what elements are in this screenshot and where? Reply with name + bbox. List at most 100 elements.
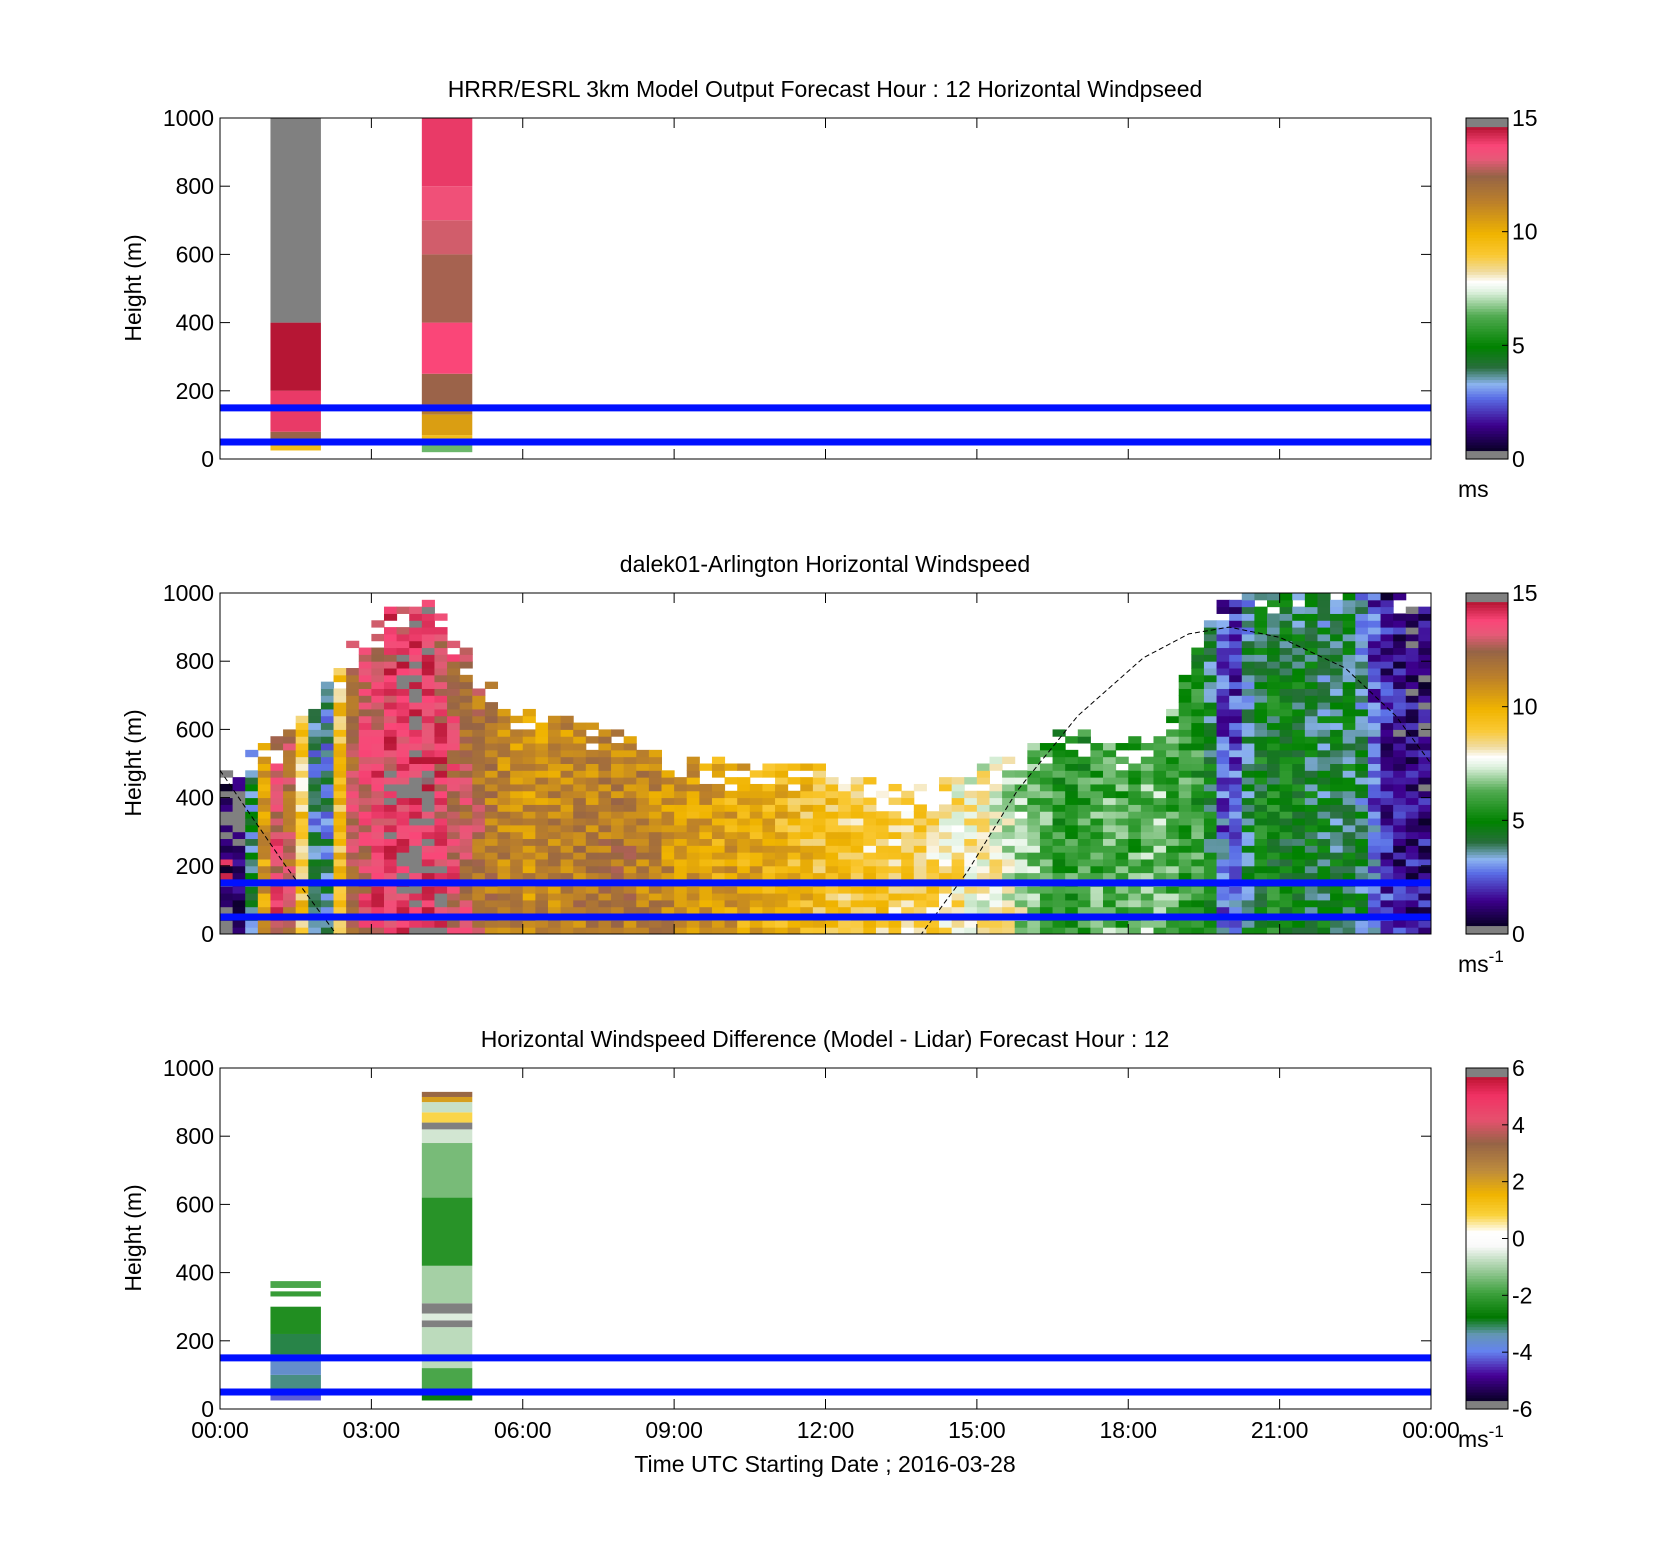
heatmap-cell xyxy=(749,770,763,778)
heatmap-cell xyxy=(1191,920,1205,928)
heatmap-cell xyxy=(737,797,751,805)
heatmap-cell xyxy=(1355,647,1369,655)
heatmap-cell xyxy=(1216,620,1230,628)
heatmap-cell xyxy=(1304,647,1318,655)
heatmap-cell xyxy=(964,845,978,853)
heatmap-cell xyxy=(875,831,890,840)
heatmap-cell xyxy=(1203,654,1218,662)
heatmap-cell xyxy=(1077,729,1091,737)
heatmap-cell xyxy=(1241,797,1255,805)
heatmap-cell xyxy=(371,695,385,703)
heatmap-cell xyxy=(396,688,410,696)
heatmap-cell xyxy=(648,811,663,819)
heatmap-cell xyxy=(1178,845,1192,853)
heatmap-cell xyxy=(421,640,435,649)
heatmap-cell xyxy=(434,743,448,751)
heatmap-cell xyxy=(346,695,360,703)
heatmap-cell xyxy=(1304,627,1318,635)
heatmap-cell xyxy=(510,756,524,764)
heatmap-cell xyxy=(421,1096,473,1103)
heatmap-cell xyxy=(1279,702,1293,710)
heatmap-cell xyxy=(522,858,536,867)
heatmap-cell xyxy=(787,824,801,833)
colorbar-swatch xyxy=(1466,1346,1508,1350)
heatmap-cell xyxy=(358,783,372,792)
heatmap-cell xyxy=(711,920,726,928)
heatmap-cell xyxy=(484,722,499,730)
heatmap-cell xyxy=(800,920,814,928)
heatmap-cell xyxy=(787,865,801,874)
heatmap-cell xyxy=(295,729,309,737)
heatmap-cell xyxy=(1267,756,1281,764)
heatmap-cell xyxy=(371,818,385,826)
heatmap-cell xyxy=(1405,804,1419,812)
heatmap-cell xyxy=(1241,749,1255,758)
heatmap-cell xyxy=(1229,818,1243,826)
heatmap-cell xyxy=(926,906,940,915)
heatmap-cell xyxy=(724,858,738,867)
heatmap-cell xyxy=(1153,790,1167,799)
heatmap-cell xyxy=(510,838,524,846)
heatmap-cell xyxy=(472,886,486,894)
colorbar-swatch xyxy=(1466,1295,1508,1299)
heatmap-cell xyxy=(623,858,637,867)
heatmap-cell xyxy=(1279,613,1293,621)
heatmap-cell xyxy=(636,749,650,758)
heatmap-cell xyxy=(1418,647,1431,655)
heatmap-cell xyxy=(598,872,612,880)
heatmap-cell xyxy=(522,770,536,778)
heatmap-cell xyxy=(1292,668,1306,676)
heatmap-cell xyxy=(308,818,322,826)
heatmap-cell xyxy=(598,858,612,867)
heatmap-cell xyxy=(371,906,385,915)
heatmap-cell xyxy=(1405,927,1419,934)
heatmap-cell xyxy=(535,831,549,840)
heatmap-cell xyxy=(510,831,524,840)
heatmap-cell xyxy=(1153,886,1167,894)
heatmap-cell xyxy=(1052,729,1066,737)
heatmap-cell xyxy=(510,736,524,744)
heatmap-cell xyxy=(459,804,473,812)
heatmap-cell xyxy=(838,783,852,792)
heatmap-cell xyxy=(850,899,864,908)
heatmap-cell xyxy=(434,722,448,730)
heatmap-cell xyxy=(1405,770,1419,778)
heatmap-cell xyxy=(421,613,435,621)
heatmap-cell xyxy=(648,858,663,867)
heatmap-cell xyxy=(1304,899,1318,908)
heatmap-cell xyxy=(320,899,335,908)
heatmap-cell xyxy=(333,811,347,819)
heatmap-cell xyxy=(1254,668,1268,676)
heatmap-cell xyxy=(1367,736,1382,744)
heatmap-cell xyxy=(547,920,562,928)
heatmap-cell xyxy=(825,858,839,867)
heatmap-cell xyxy=(699,852,713,860)
heatmap-cell xyxy=(648,763,663,771)
heatmap-cell xyxy=(383,640,398,649)
heatmap-cell xyxy=(1014,818,1028,826)
heatmap-cell xyxy=(1279,695,1293,703)
heatmap-cell xyxy=(1405,640,1419,649)
heatmap-cell xyxy=(320,906,335,915)
heatmap-cell xyxy=(1153,838,1167,846)
heatmap-cell xyxy=(1367,729,1382,737)
heatmap-cell xyxy=(1304,593,1318,601)
heatmap-cell xyxy=(472,927,486,934)
heatmap-cell xyxy=(371,858,385,867)
heatmap-cell xyxy=(295,852,309,860)
heatmap-cell xyxy=(409,865,423,874)
heatmap-cell xyxy=(1279,865,1293,874)
heatmap-cell xyxy=(295,899,309,908)
heatmap-cell xyxy=(497,783,511,792)
heatmap-cell xyxy=(1304,797,1318,805)
heatmap-cell xyxy=(358,695,372,703)
heatmap-cell xyxy=(573,818,587,826)
heatmap-cell xyxy=(371,688,385,696)
heatmap-cell xyxy=(1191,654,1205,662)
heatmap-cell xyxy=(636,804,650,812)
heatmap-cell xyxy=(1342,831,1356,840)
heatmap-cell xyxy=(1317,688,1331,696)
heatmap-cell xyxy=(1405,790,1419,799)
heatmap-cell xyxy=(1267,715,1281,724)
heatmap-cell xyxy=(434,838,448,846)
